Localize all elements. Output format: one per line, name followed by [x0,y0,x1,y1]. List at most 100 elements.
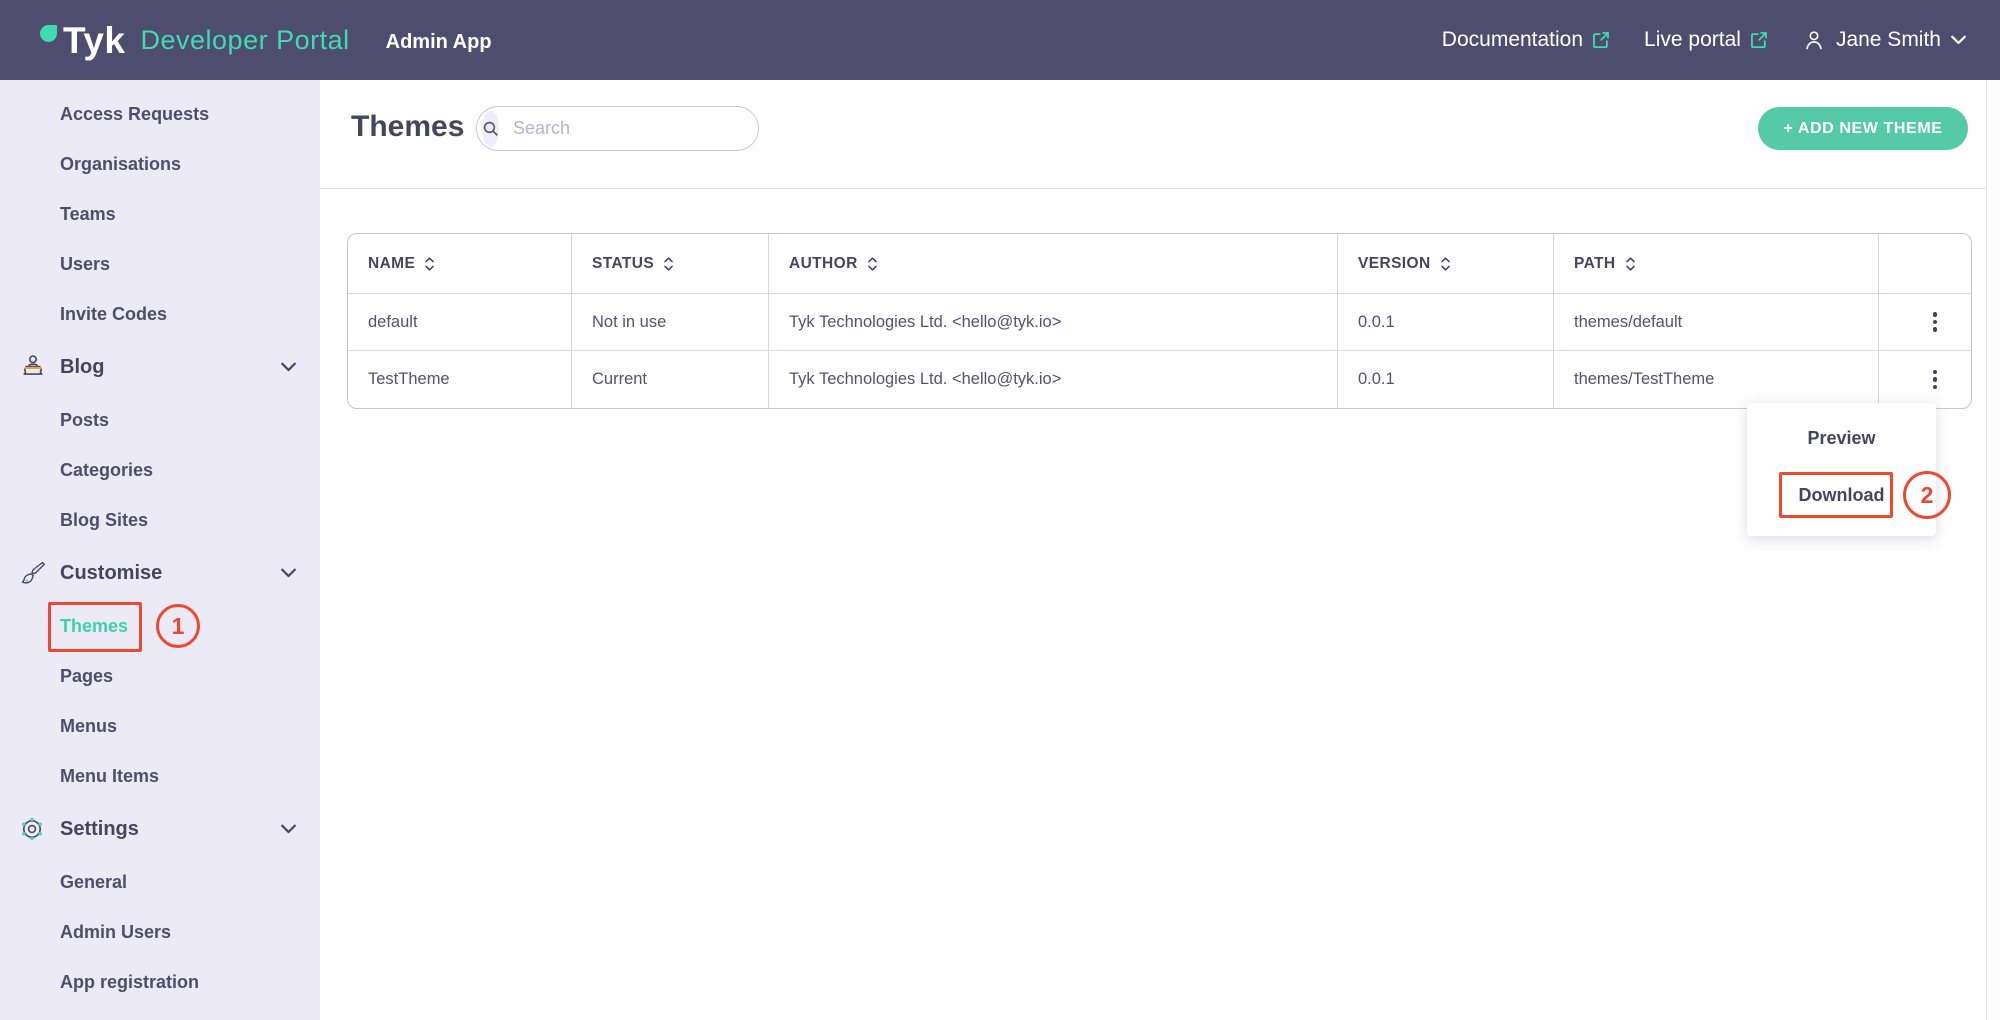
sidebar-item-posts[interactable]: Posts [0,395,320,445]
page-title: Themes [351,110,465,143]
cell-name: TestTheme [348,351,572,408]
cell-actions [1879,351,1971,408]
live-portal-link[interactable]: Live portal [1644,28,1768,52]
live-portal-link-label: Live portal [1644,28,1741,51]
search-box [476,106,759,151]
sidebar-item-app-registration[interactable]: App registration [0,957,320,1007]
app-header: Tyk Developer Portal Admin App Documenta… [0,0,2000,80]
gear-icon [22,817,42,841]
sidebar-item-label: App registration [60,971,200,992]
cell-author: Tyk Technologies Ltd. <hello@tyk.io> [769,351,1338,408]
external-link-icon [1593,32,1609,48]
sidebar-item-label: Access Requests [60,103,210,124]
user-name: Jane Smith [1835,28,1941,51]
kebab-menu-icon[interactable] [1927,306,1944,338]
table-header-row: NAME STATUS AUTHOR VERSION PATH [348,234,1971,294]
sidebar-item-categories[interactable]: Categories [0,445,320,495]
add-new-theme-button[interactable]: + ADD NEW THEME [1758,107,1968,150]
annotation-step-1: 1 [156,604,200,648]
sidebar-section-label: Customise [60,561,163,584]
sidebar-item-themes[interactable]: Themes [0,601,320,651]
sort-icon [1625,256,1635,271]
column-header-version[interactable]: VERSION [1338,234,1554,293]
main-content: Themes + ADD NEW THEME NAME STATUS AUTHO… [320,80,2000,1020]
annotation-step-2: 2 [1903,471,1951,519]
themes-table: NAME STATUS AUTHOR VERSION PATH defa [347,233,1972,409]
sidebar-section-label: Blog [60,355,105,378]
sort-icon [867,256,877,271]
row-context-menu: Preview Download [1747,403,1936,536]
sort-icon [425,256,435,271]
sidebar-section-customise[interactable]: Customise [0,545,320,601]
user-menu[interactable]: Jane Smith [1802,28,1966,52]
sidebar-item-invite-codes[interactable]: Invite Codes [0,289,320,339]
tyk-leaf-icon [40,24,57,42]
sidebar-item-access-requests[interactable]: Access Requests [0,89,320,139]
sidebar-item-label: Organisations [60,153,182,174]
sidebar-item-label: Posts [60,409,110,430]
sidebar: Access Requests Organisations Teams User… [0,80,320,1020]
logo-primary: Tyk [63,19,126,61]
sidebar-item-general[interactable]: General [0,857,320,907]
cell-status: Not in use [572,294,769,350]
page-header: Themes + ADD NEW THEME [320,80,1986,189]
sidebar-item-label: Pages [60,665,114,686]
sort-icon [664,256,673,271]
sidebar-item-admin-users[interactable]: Admin Users [0,907,320,957]
search-input[interactable] [499,118,759,139]
sidebar-item-label: Teams [60,203,116,224]
table-row-testtheme: TestTheme Current Tyk Technologies Ltd. … [348,351,1971,408]
context-menu-item-preview[interactable]: Preview [1807,428,1876,448]
column-header-author[interactable]: AUTHOR [769,234,1338,293]
sidebar-item-menu-items[interactable]: Menu Items [0,751,320,801]
scrollbar[interactable] [1986,80,2000,1020]
chevron-down-icon [281,568,296,578]
search-icon [483,121,498,136]
sort-icon [1440,256,1450,271]
sidebar-item-label: General [60,871,128,892]
sidebar-item-teams[interactable]: Teams [0,189,320,239]
documentation-link[interactable]: Documentation [1442,28,1610,52]
external-link-icon [1750,32,1767,48]
sidebar-section-label: Settings [60,817,139,840]
sidebar-item-blog-sites[interactable]: Blog Sites [0,495,320,545]
cell-actions [1879,294,1971,350]
chevron-down-icon [281,824,296,834]
sidebar-item-label: Admin Users [60,921,172,942]
documentation-link-label: Documentation [1441,28,1584,51]
paintbrush-icon [21,561,45,584]
sidebar-section-settings[interactable]: Settings [0,801,320,857]
annotation-box-download [1779,472,1893,518]
logo-secondary: Developer Portal [140,24,350,55]
sidebar-item-pages[interactable]: Pages [0,651,320,701]
column-header-actions [1879,234,1971,293]
table-row-default: default Not in use Tyk Technologies Ltd.… [348,294,1971,351]
cell-version: 0.0.1 [1338,294,1554,350]
sidebar-item-label: Categories [60,459,154,480]
sidebar-item-organisations[interactable]: Organisations [0,139,320,189]
app-label: Admin App [385,30,492,53]
sidebar-item-label: Invite Codes [60,303,168,324]
sidebar-section-blog[interactable]: Blog [0,339,320,395]
chevron-down-icon [1951,35,1966,45]
sidebar-item-users[interactable]: Users [0,239,320,289]
cell-path: themes/default [1554,294,1879,350]
cell-version: 0.0.1 [1338,351,1554,408]
sidebar-item-label: Users [60,253,111,274]
cell-path: themes/TestTheme [1554,351,1879,408]
chevron-down-icon [281,362,296,372]
column-header-status[interactable]: STATUS [572,234,769,293]
context-menu-item-download[interactable]: Download [1798,485,1885,505]
column-header-path[interactable]: PATH [1554,234,1879,293]
annotation-box-themes [48,602,142,652]
kebab-menu-icon[interactable] [1927,364,1944,396]
tyk-logo[interactable]: Tyk Developer Portal [40,22,350,59]
user-icon [1806,31,1822,50]
sidebar-item-menus[interactable]: Menus [0,701,320,751]
column-header-name[interactable]: NAME [348,234,572,293]
sidebar-item-label: Menus [60,715,118,736]
cell-status: Current [572,351,769,408]
sidebar-item-label: Themes [60,615,129,636]
sidebar-item-label: Menu Items [60,765,160,786]
sidebar-item-label: Blog Sites [60,509,149,530]
